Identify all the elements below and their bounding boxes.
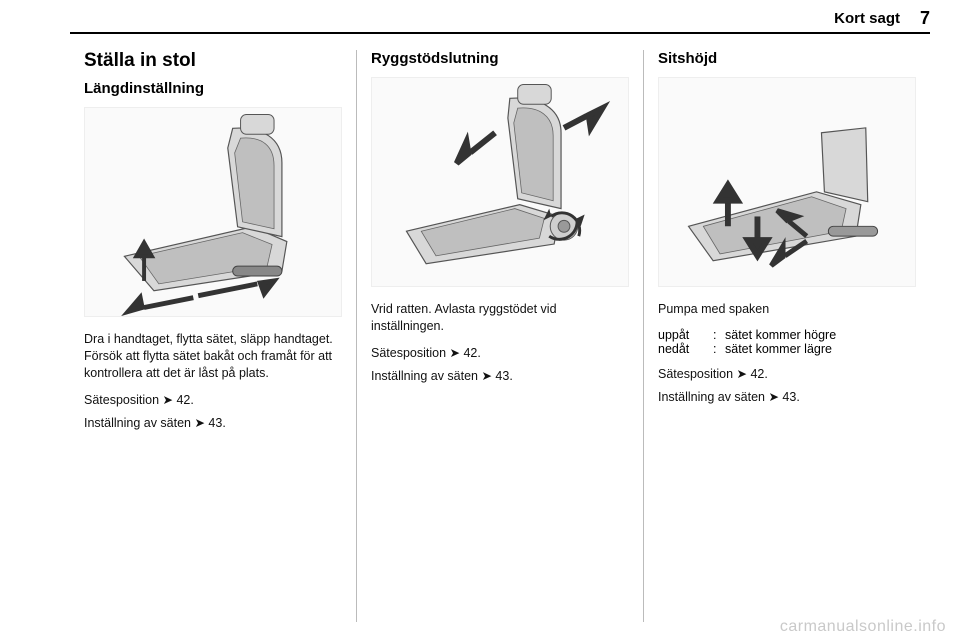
column-1: Ställa in stol Längdinställning (70, 50, 356, 622)
seat-adjust-heading: Ställa in stol (84, 50, 342, 72)
watermark: carmanualsonline.info (780, 618, 946, 636)
pump-up-key: uppåt (658, 328, 713, 342)
header-section: Kort sagt (834, 10, 900, 27)
pump-row-down: nedåt : sätet kommer lägre (658, 342, 916, 356)
content-columns: Ställa in stol Längdinställning (70, 50, 930, 622)
pump-down-key: nedåt (658, 342, 713, 356)
pump-up-val: sätet kommer högre (725, 328, 836, 342)
figure-seat-height (658, 77, 916, 287)
figure-seat-backrest (371, 77, 629, 287)
pump-colon-2: : (713, 342, 725, 356)
seat-height-heading: Sitshöjd (658, 50, 916, 67)
ref-seat-setting-1: Inställning av säten ➤ 43. (84, 415, 342, 432)
backrest-text: Vrid ratten. Avlasta ryggstödet vid inst… (371, 301, 629, 335)
figure-seat-longitudinal (84, 107, 342, 317)
column-2: Ryggstödslutning (357, 50, 643, 622)
pump-table: uppåt : sätet kommer högre nedåt : sätet… (658, 328, 916, 356)
seat-height-lead: Pumpa med spaken (658, 301, 916, 318)
column-3: Sitshöjd (644, 50, 930, 622)
pump-down-val: sätet kommer lägre (725, 342, 832, 356)
header-rule (70, 32, 930, 34)
ref-seat-position-1: Sätesposition ➤ 42. (84, 392, 342, 409)
longitudinal-text: Dra i handtaget, flytta sätet, släpp han… (84, 331, 342, 382)
header-page-number: 7 (920, 8, 930, 29)
ref-seat-setting-3: Inställning av säten ➤ 43. (658, 389, 916, 406)
ref-seat-setting-2: Inställning av säten ➤ 43. (371, 368, 629, 385)
backrest-heading: Ryggstödslutning (371, 50, 629, 67)
pump-row-up: uppåt : sätet kommer högre (658, 328, 916, 342)
ref-seat-position-2: Sätesposition ➤ 42. (371, 345, 629, 362)
longitudinal-heading: Längdinställning (84, 80, 342, 97)
pump-colon-1: : (713, 328, 725, 342)
ref-seat-position-3: Sätesposition ➤ 42. (658, 366, 916, 383)
